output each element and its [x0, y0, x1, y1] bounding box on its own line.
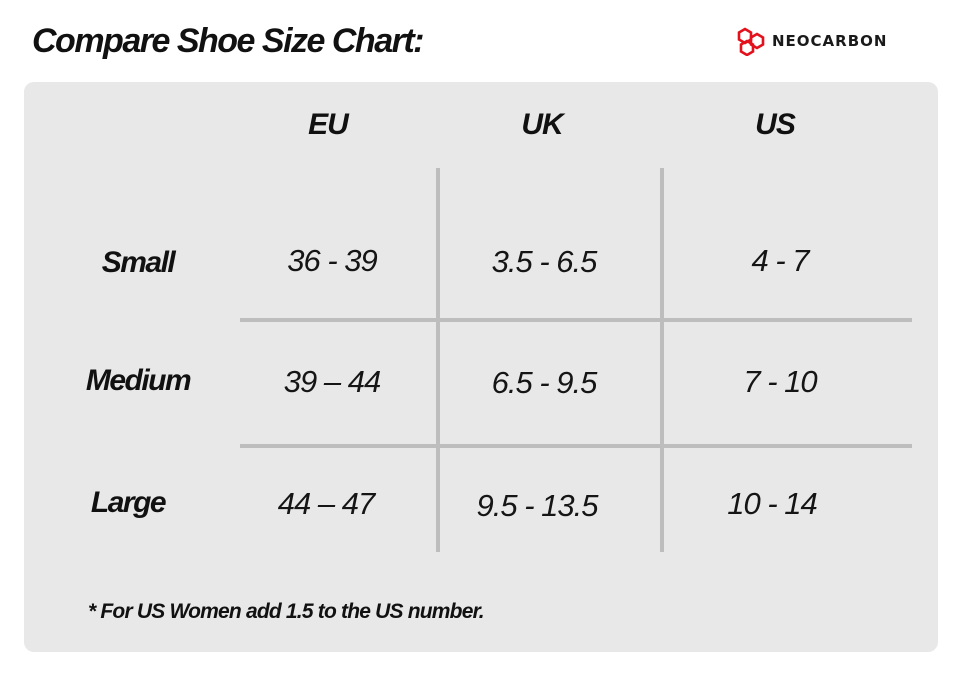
column-header-uk: UK — [521, 108, 563, 141]
table-cell: 7 - 10 — [743, 364, 817, 399]
column-header-eu: EU — [308, 108, 349, 141]
size-chart-panel — [24, 82, 938, 652]
grid-divider-vertical — [436, 168, 440, 552]
table-cell: 3.5 - 6.5 — [491, 244, 598, 279]
grid-divider-horizontal — [240, 318, 912, 322]
brand-logo: NEOCARBON — [736, 26, 887, 56]
row-label-large: Large — [90, 486, 167, 519]
neocarbon-logo-icon — [737, 27, 765, 56]
row-label-small: Small — [101, 246, 176, 279]
brand-name: NEOCARBON — [772, 32, 888, 50]
table-cell: 4 - 7 — [751, 243, 809, 278]
grid-divider-vertical — [660, 168, 664, 552]
table-cell: 10 - 14 — [727, 486, 818, 521]
table-cell: 36 - 39 — [287, 243, 378, 278]
row-label-medium: Medium — [85, 364, 192, 397]
footnote: * For US Women add 1.5 to the US number. — [88, 600, 485, 623]
column-header-us: US — [755, 108, 796, 141]
table-cell: 44 – 47 — [277, 486, 375, 521]
table-cell: 6.5 - 9.5 — [491, 365, 598, 400]
page-title: Compare Shoe Size Chart: — [32, 22, 424, 60]
grid-divider-horizontal — [240, 444, 912, 448]
table-cell: 9.5 - 13.5 — [476, 488, 599, 523]
table-cell: 39 – 44 — [283, 364, 381, 399]
